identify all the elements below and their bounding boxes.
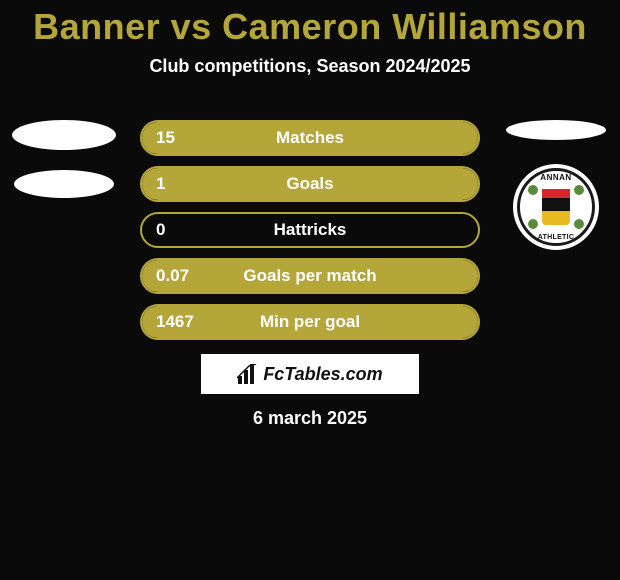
- placeholder-ellipse: [14, 170, 114, 198]
- right-player-placeholder: ANNAN ATHLETIC: [500, 120, 612, 250]
- stat-label: Hattricks: [142, 220, 478, 240]
- stat-label: Matches: [142, 128, 478, 148]
- club-badge-shield: [542, 189, 570, 225]
- club-badge: ANNAN ATHLETIC: [513, 164, 599, 250]
- club-badge-top-text: ANNAN: [520, 173, 592, 182]
- stat-label: Goals: [142, 174, 478, 194]
- stat-row: 1Goals: [140, 166, 480, 202]
- fctables-logo-box: FcTables.com: [201, 354, 419, 394]
- stat-row: 0.07Goals per match: [140, 258, 480, 294]
- stat-row: 15Matches: [140, 120, 480, 156]
- club-badge-ring: ANNAN ATHLETIC: [517, 168, 595, 246]
- page-title: Banner vs Cameron Williamson: [0, 0, 620, 48]
- stat-label: Min per goal: [142, 312, 478, 332]
- stats-container: 15Matches 1Goals 0Hattricks 0.07Goals per m…: [140, 120, 480, 350]
- fctables-logo-text: FcTables.com: [263, 364, 382, 385]
- thistle-icon: [574, 219, 584, 229]
- stat-row: 0Hattricks: [140, 212, 480, 248]
- thistle-icon: [528, 185, 538, 195]
- club-badge-bottom-text: ATHLETIC: [520, 234, 592, 241]
- placeholder-ellipse: [12, 120, 116, 150]
- placeholder-ellipse: [506, 120, 606, 140]
- left-player-placeholder: [8, 120, 120, 198]
- thistle-icon: [528, 219, 538, 229]
- footer-date: 6 march 2025: [0, 408, 620, 429]
- thistle-icon: [574, 185, 584, 195]
- stat-label: Goals per match: [142, 266, 478, 286]
- page-subtitle: Club competitions, Season 2024/2025: [0, 56, 620, 77]
- stat-row: 1467Min per goal: [140, 304, 480, 340]
- bar-chart-icon: [237, 364, 259, 384]
